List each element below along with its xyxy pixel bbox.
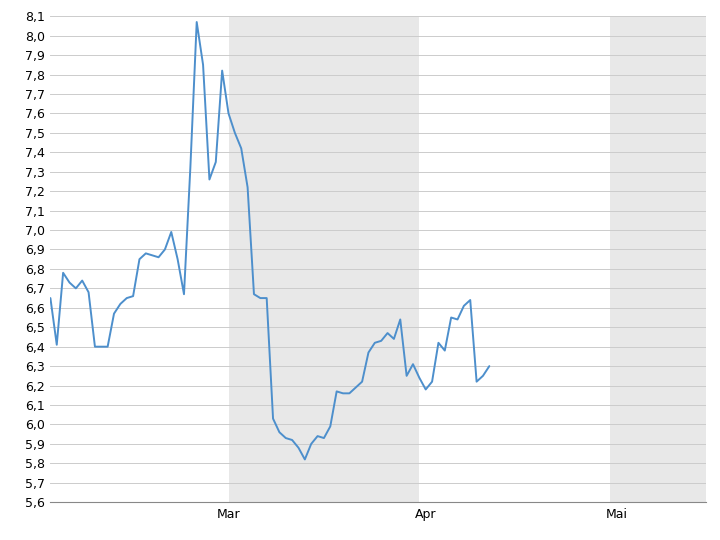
Bar (228, 16, 419, 502)
Bar (610, 16, 712, 502)
